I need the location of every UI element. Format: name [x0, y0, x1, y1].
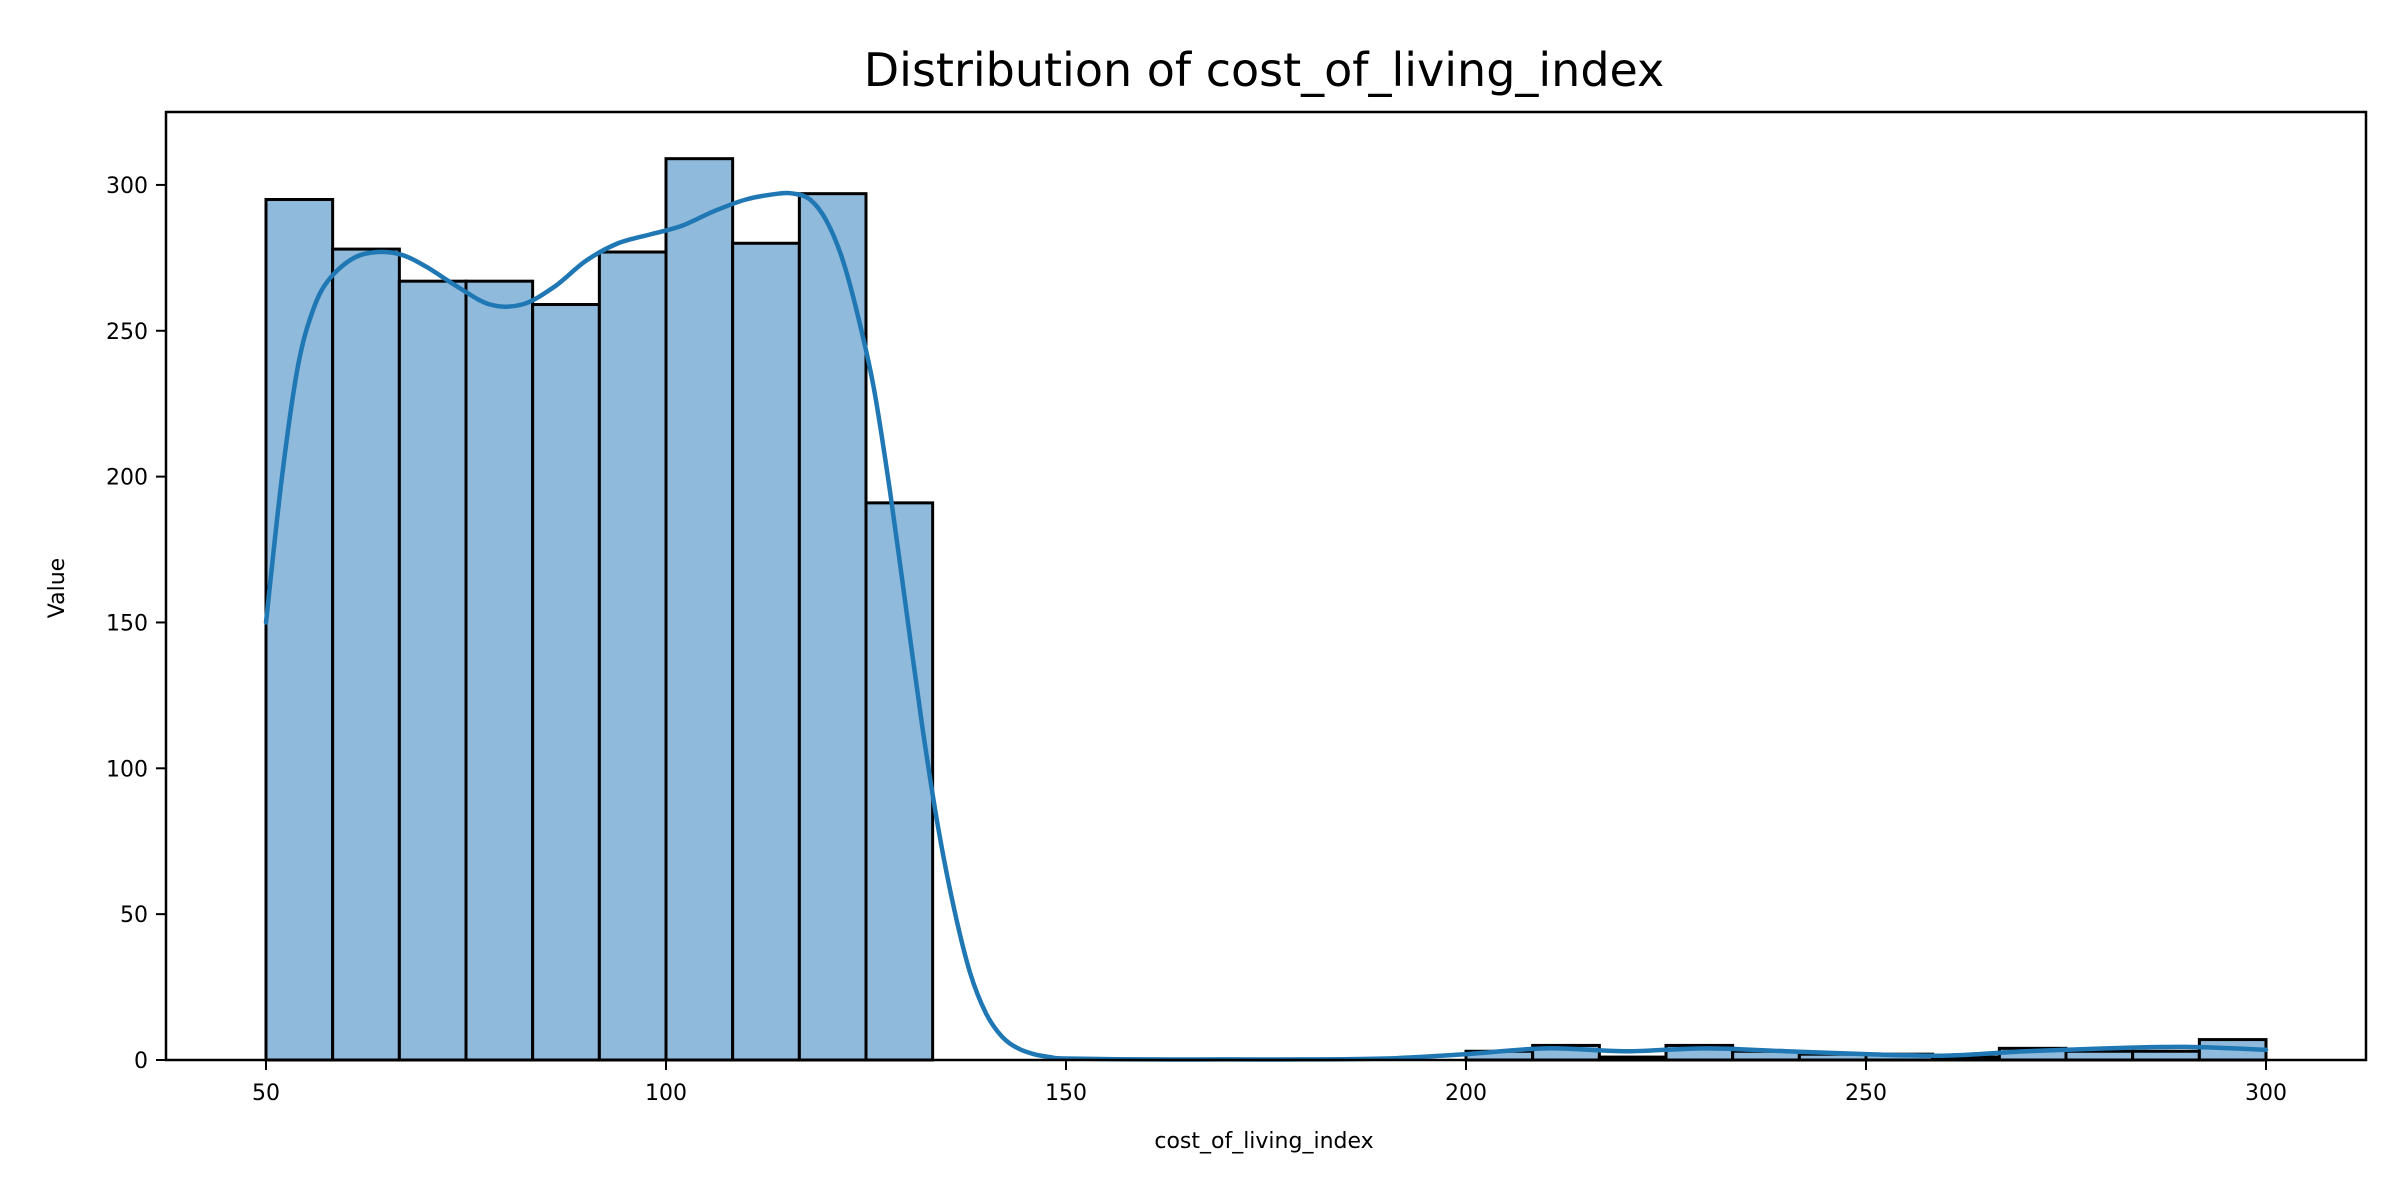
- histogram-bar-1: [331, 247, 401, 1062]
- y-axis-label: Value: [45, 558, 70, 618]
- y-tick-label-0: 0: [134, 1049, 148, 1074]
- histogram-bar-4: [531, 303, 601, 1062]
- histogram-bar-28: [2131, 1049, 2201, 1062]
- histogram-bar-7: [731, 241, 801, 1062]
- histogram-bar-27: [2064, 1049, 2135, 1062]
- histogram-bar-9: [864, 501, 935, 1062]
- y-tick-label-50: 50: [120, 903, 148, 928]
- x-tick-label-50: 50: [252, 1081, 280, 1106]
- x-tick-label-200: 200: [1445, 1081, 1487, 1106]
- y-tick-label-100: 100: [106, 757, 148, 782]
- x-tick-label-150: 150: [1045, 1081, 1087, 1106]
- x-axis-ticks: 50 100 150 200 250 300: [252, 1060, 2287, 1106]
- y-tick-label-250: 250: [106, 320, 148, 345]
- kde-line: [263, 190, 2269, 1062]
- x-tick-label-300: 300: [2245, 1081, 2287, 1106]
- chart-title: Distribution of cost_of_living_index: [864, 43, 1665, 97]
- histogram-bar-2: [397, 279, 468, 1062]
- histogram-bar-6: [664, 157, 735, 1062]
- x-tick-label-250: 250: [1845, 1081, 1887, 1106]
- y-tick-label-300: 300: [106, 174, 148, 199]
- y-tick-label-200: 200: [106, 466, 148, 491]
- histogram-bar-5: [597, 250, 668, 1062]
- x-axis-label: cost_of_living_index: [1154, 1129, 1373, 1154]
- histogram-bar-8: [797, 192, 868, 1062]
- y-tick-label-150: 150: [106, 611, 148, 636]
- histogram-bar-3: [464, 279, 535, 1062]
- histogram-bar-0: [264, 198, 335, 1062]
- y-axis-ticks: 0 50 100 150 200 250 300: [106, 174, 166, 1074]
- histogram-bars: [264, 157, 2268, 1062]
- kde-curve: [263, 190, 2269, 1062]
- plot-frame: [164, 110, 2368, 1062]
- x-tick-label-100: 100: [645, 1081, 687, 1106]
